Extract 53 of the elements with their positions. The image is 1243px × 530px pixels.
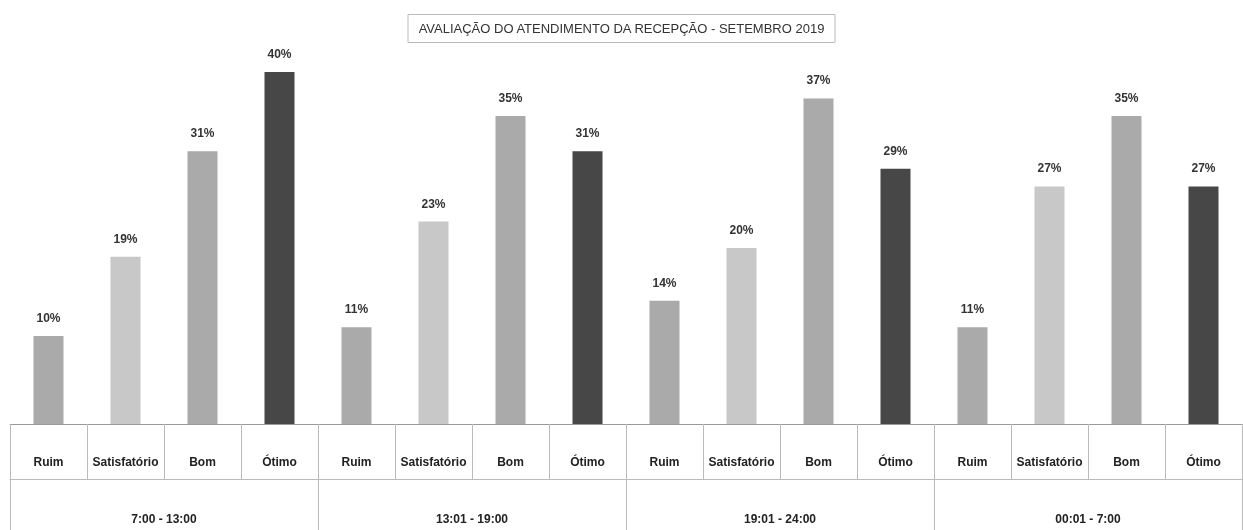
bar [341, 327, 372, 424]
data-label: 37% [806, 73, 831, 88]
x-tick-label: Satisfatório [708, 455, 775, 469]
bar [1111, 116, 1142, 424]
bar [418, 221, 449, 424]
x-tick-label: Ótimo [570, 454, 605, 469]
bar [649, 300, 680, 424]
x-tick-label: Ótimo [1186, 454, 1221, 469]
x-tick-label: Ruim [33, 455, 64, 469]
bar [110, 256, 141, 424]
text: 13:01 - 19:00 [435, 512, 509, 526]
bar [957, 327, 988, 424]
data-label: 29% [883, 143, 908, 158]
data-label: 31% [575, 126, 600, 141]
data-label: 35% [498, 91, 523, 105]
bar [803, 98, 834, 424]
x-tick-label: Ruim [649, 455, 680, 469]
x-tick-label: Bom [497, 455, 524, 469]
text: 19:01 - 24:00 [743, 512, 817, 526]
data-label: 10% [36, 311, 61, 325]
x-tick-label: Satisfatório [92, 455, 159, 469]
x-tick-label: Bom [805, 455, 832, 469]
x-tick-label: Satisfatório [400, 455, 467, 469]
bar [1034, 186, 1065, 424]
bar [495, 116, 526, 424]
data-label: 11% [344, 302, 369, 317]
data-label: 40% [267, 47, 292, 61]
x-tick-label: Satisfatório [1016, 455, 1083, 469]
data-label: 27% [1037, 161, 1062, 176]
data-label: 23% [421, 196, 446, 211]
chart-title: AVALIAÇÃO DO ATENDIMENTO DA RECEPÇÃO - SETEMBRO 2019 [418, 21, 825, 36]
data-label: 35% [1114, 91, 1139, 105]
bar [264, 72, 295, 424]
data-label: 11% [960, 302, 985, 317]
text: 7:00 - 13:00 [131, 512, 198, 526]
bar [33, 336, 64, 424]
x-tick-label: Bom [1113, 455, 1140, 469]
x-tick-label: Ótimo [878, 454, 913, 469]
bar [1188, 186, 1219, 424]
data-label: 14% [652, 275, 677, 290]
x-tick-label: Ruim [341, 455, 372, 469]
x-tick-label: Ótimo [262, 454, 297, 469]
data-label: 20% [729, 223, 754, 237]
bar [187, 151, 218, 424]
text: 00:01 - 7:00 [1055, 512, 1122, 526]
bar [572, 151, 603, 424]
x-tick-label: Bom [189, 455, 216, 469]
x-tick-label: Ruim [957, 455, 988, 469]
data-label: 19% [113, 231, 138, 246]
bar [726, 248, 757, 424]
data-label: 27% [1191, 161, 1216, 176]
bar [880, 168, 911, 424]
data-label: 31% [190, 126, 215, 141]
